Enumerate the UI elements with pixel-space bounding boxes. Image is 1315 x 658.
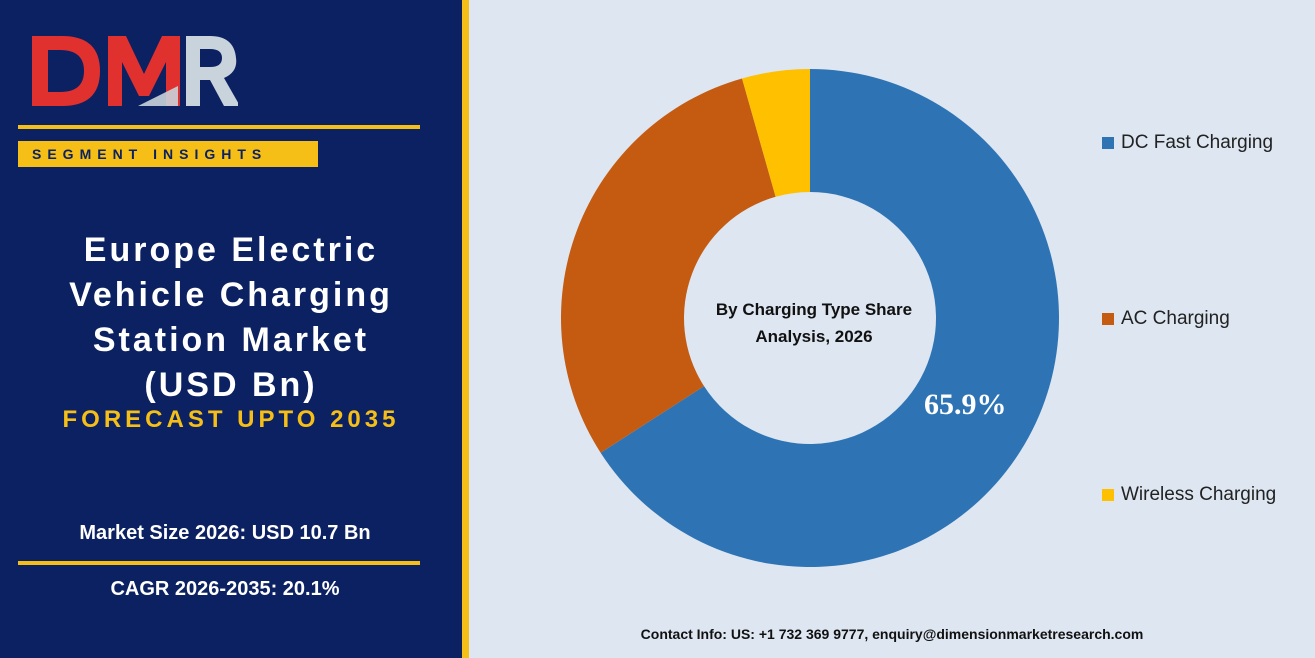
forecast-label: FORECAST UPTO 2035 <box>62 406 400 433</box>
title-line: Europe Electric <box>83 231 379 269</box>
legend-swatch <box>1102 313 1114 325</box>
top-gold-line <box>18 125 420 129</box>
legend-swatch <box>1102 137 1114 149</box>
slice-ac-charging <box>561 78 776 453</box>
chart-panel: By Charging Type Share Analysis, 2026 65… <box>469 0 1315 658</box>
market-title: Europe Electric Vehicle Charging Station… <box>0 228 462 408</box>
cagr-stat: CAGR 2026-2035: 20.1% <box>110 578 340 600</box>
data-label-dc-fast: 65.9% <box>924 388 1007 421</box>
chart-center-title: By Charging Type Share Analysis, 2026 <box>715 300 913 346</box>
legend-item-dc-fast: DC Fast Charging <box>1102 132 1273 154</box>
market-size-stat: Market Size 2026: USD 10.7 Bn <box>79 522 371 544</box>
segment-insights-badge: SEGMENT INSIGHTS <box>18 141 318 167</box>
slice-wireless-charging <box>742 69 810 197</box>
donut-chart <box>561 69 1059 567</box>
contact-info: Contact Info: US: +1 732 369 9777, enqui… <box>640 626 1144 642</box>
legend-item-wireless: Wireless Charging <box>1102 484 1276 506</box>
title-line: (USD Bn) <box>144 366 318 404</box>
bottom-gold-line <box>18 561 420 565</box>
legend-label: DC Fast Charging <box>1121 132 1274 153</box>
title-line: Vehicle Charging <box>69 276 393 314</box>
legend-item-ac: AC Charging <box>1102 308 1230 330</box>
title-line: Station Market <box>92 321 370 359</box>
dmr-logo <box>32 36 238 106</box>
legend-label: AC Charging <box>1121 308 1230 329</box>
legend-swatch <box>1102 489 1114 501</box>
left-panel: SEGMENT INSIGHTS Europe Electric Vehicle… <box>0 0 462 658</box>
legend-label: Wireless Charging <box>1121 484 1277 505</box>
slice-dc-fast-charging <box>600 69 1059 567</box>
gold-divider <box>462 0 469 658</box>
